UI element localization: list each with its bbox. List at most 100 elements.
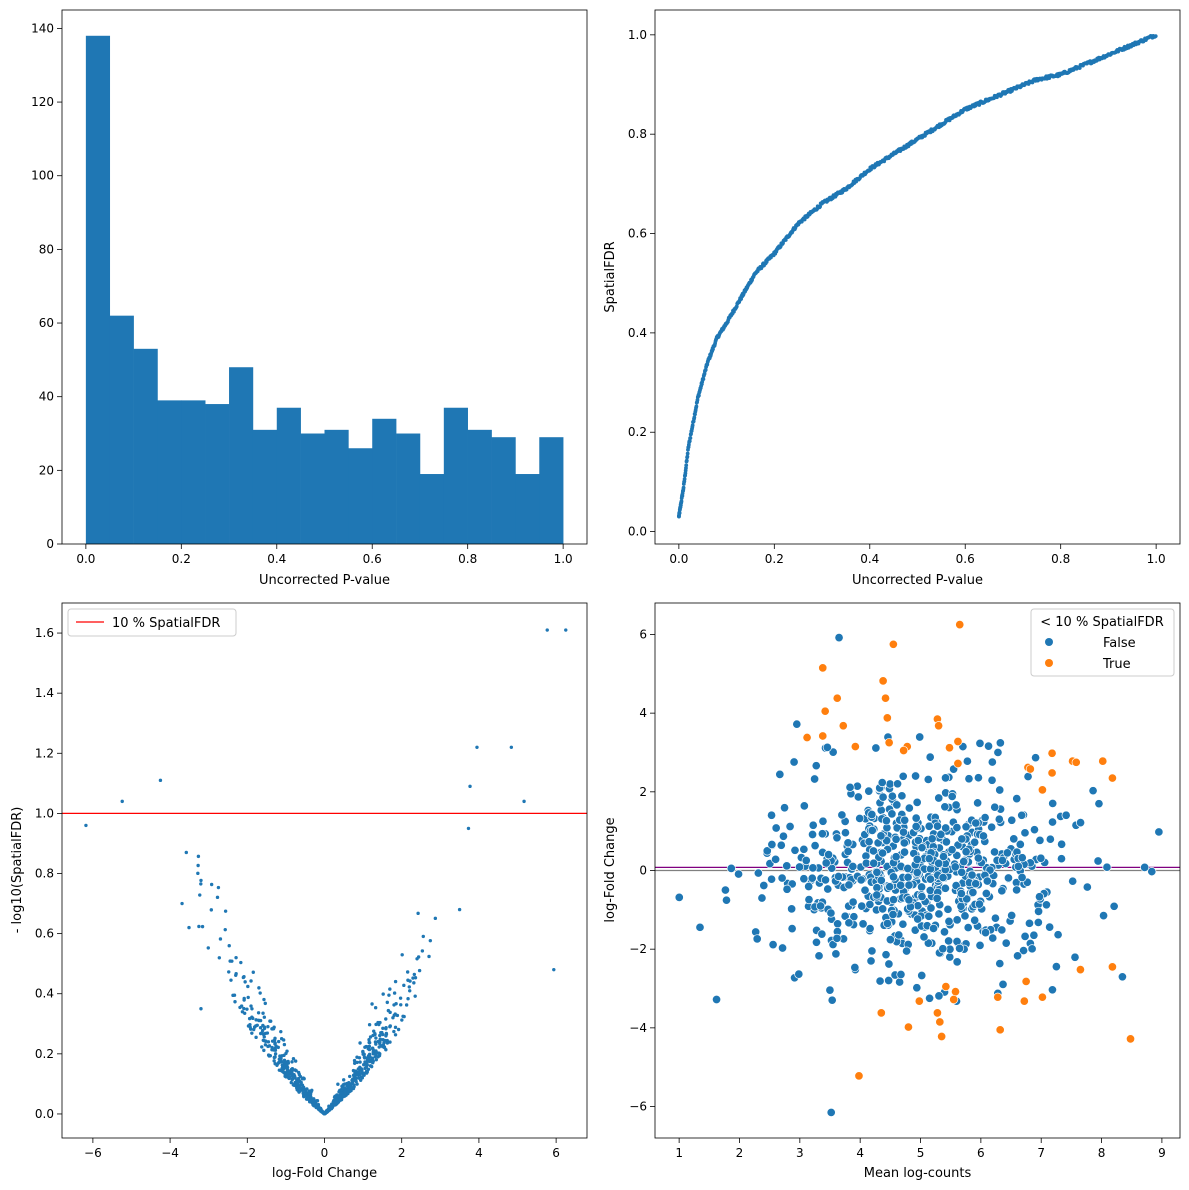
ma-point-false xyxy=(887,791,897,801)
ma-point-true xyxy=(899,745,909,756)
ma-point-false xyxy=(721,895,732,905)
ma-plot-panel: 1 2 3 4 5 6 7 8 9 −6 −4 −2 0 2 4 6 Mean log-counts log-… xyxy=(603,602,1181,1181)
volcano-point xyxy=(360,1069,364,1074)
histogram-bar xyxy=(181,400,206,544)
volcano-point xyxy=(387,993,391,997)
ma-point-false xyxy=(1034,892,1045,902)
ma-point-false xyxy=(924,821,934,831)
volcano-point xyxy=(357,1056,362,1060)
volcano-xtick-label: 0 xyxy=(321,1146,329,1160)
ma-point-false xyxy=(855,813,865,823)
ma-point-true xyxy=(1107,962,1117,972)
volcano-point xyxy=(246,995,250,1000)
ma-point-false xyxy=(963,923,973,933)
volcano-point xyxy=(399,1003,403,1007)
volcano-point xyxy=(246,984,250,989)
ma-point-false xyxy=(1020,828,1030,838)
volcano-point xyxy=(199,882,203,886)
histogram-ytick-label: 40 xyxy=(39,390,54,404)
volcano-point xyxy=(412,981,416,985)
ma-point-false xyxy=(997,925,1007,935)
ma-point-true xyxy=(820,706,830,716)
ma-point-false xyxy=(956,888,966,899)
ma-point-false xyxy=(993,747,1003,758)
ma-point-false xyxy=(944,936,954,946)
ma-point-false xyxy=(1041,900,1051,910)
ma-point-false xyxy=(876,805,886,815)
volcano-point xyxy=(209,882,214,887)
volcano-point xyxy=(258,991,262,995)
volcano-point xyxy=(374,1042,378,1046)
ma-point-false xyxy=(925,993,935,1003)
ma-point-false xyxy=(898,827,909,837)
ma-point-false xyxy=(1017,853,1027,863)
volcano-ytick-label: 1.2 xyxy=(35,746,54,760)
volcano-xtick-label: −2 xyxy=(238,1146,256,1160)
volcano-point xyxy=(84,823,88,828)
volcano-legend-box xyxy=(67,608,237,637)
ma-plot-xtick-label: 9 xyxy=(1158,1146,1166,1160)
ma-point-false xyxy=(816,901,826,911)
ma-point-false xyxy=(1024,918,1035,928)
ma-point-false xyxy=(808,863,818,873)
volcano-point xyxy=(421,934,425,939)
volcano-point xyxy=(396,1027,401,1032)
ma-point-false xyxy=(885,779,895,789)
ma-point-false xyxy=(936,829,946,839)
fdr-point xyxy=(687,439,692,444)
ma-point-false xyxy=(1082,882,1092,892)
volcano-point xyxy=(357,1076,361,1080)
ma-point-false xyxy=(1002,848,1012,858)
volcano-point xyxy=(196,854,201,859)
ma-point-false xyxy=(810,841,820,851)
ma-point-false xyxy=(962,894,972,904)
ma-plot-points xyxy=(674,620,1164,1117)
volcano-point xyxy=(336,1082,340,1086)
volcano-point xyxy=(363,1060,367,1064)
volcano-point xyxy=(369,1064,374,1069)
ma-point-false xyxy=(1047,817,1058,827)
ma-point-false xyxy=(799,874,809,884)
ma-point-false xyxy=(902,946,912,956)
volcano-point xyxy=(388,1010,392,1015)
volcano-point xyxy=(327,1108,332,1112)
ma-point-false xyxy=(831,949,841,959)
volcano-point xyxy=(263,1001,267,1006)
ma-point-false xyxy=(792,719,802,729)
volcano-point xyxy=(270,1039,275,1043)
ma-point-true xyxy=(838,721,848,731)
histogram-bar xyxy=(372,418,397,544)
ma-point-false xyxy=(932,893,942,903)
ma-point-false xyxy=(961,847,971,857)
ma-point-false xyxy=(960,911,970,921)
fdr-point xyxy=(818,204,822,209)
histogram-bar xyxy=(205,404,230,544)
histogram-frame xyxy=(61,9,588,545)
ma-point-false xyxy=(910,925,920,935)
volcano-point xyxy=(234,955,238,960)
ma-point-false xyxy=(911,771,921,781)
fdr-point xyxy=(802,217,807,222)
volcano-point xyxy=(367,1038,371,1042)
ma-point-false xyxy=(884,975,894,986)
volcano-point xyxy=(257,986,261,990)
volcano-point xyxy=(393,979,398,984)
ma-point-false xyxy=(787,924,797,934)
ma-point-false xyxy=(1017,872,1027,883)
ma-point-false xyxy=(1003,873,1014,883)
histogram-bar xyxy=(539,437,564,544)
ma-point-false xyxy=(926,903,936,913)
volcano-ytick-label: 0.8 xyxy=(35,867,54,881)
volcano-point xyxy=(368,1035,373,1039)
ma-point-false xyxy=(712,994,722,1005)
histogram-bar xyxy=(109,315,134,544)
volcano-point xyxy=(233,1000,237,1004)
ma-point-false xyxy=(875,976,885,986)
volcano-point xyxy=(402,983,406,988)
ma-plot-xtick-label: 6 xyxy=(977,1146,985,1160)
ma-point-false xyxy=(970,915,980,925)
volcano-point xyxy=(267,1054,271,1058)
fdr-point xyxy=(1153,34,1158,39)
ma-point-false xyxy=(978,831,989,841)
volcano-point xyxy=(366,1045,371,1049)
